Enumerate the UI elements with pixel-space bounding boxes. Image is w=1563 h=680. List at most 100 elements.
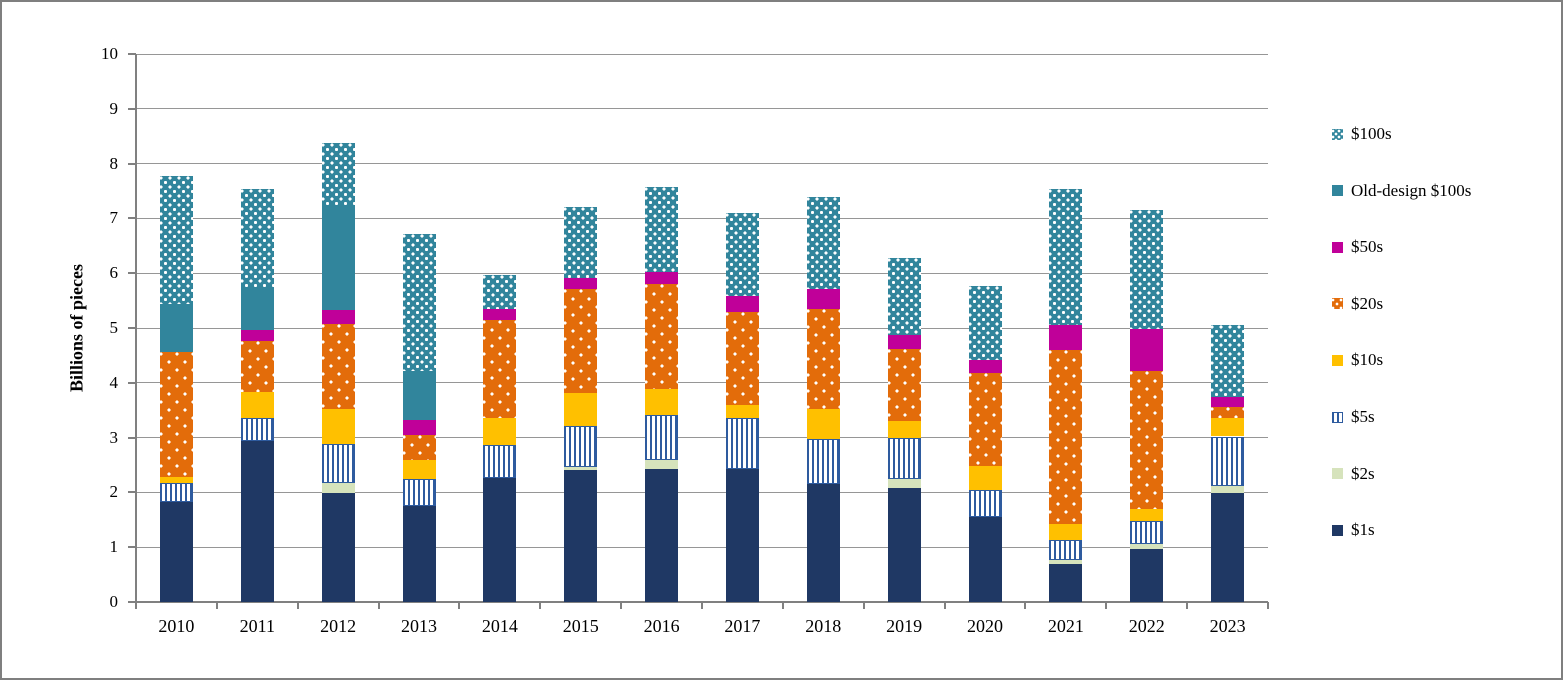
gridline [136, 491, 1268, 493]
bar-segment-2013-5s [402, 478, 436, 506]
bar-segment-2014-100s [483, 275, 517, 309]
legend-label: $2s [1351, 463, 1375, 483]
bar-segment-2023-10s [1211, 417, 1245, 437]
bar-segment-2014-20s [483, 320, 517, 418]
bar-segment-2023-5s [1211, 436, 1245, 487]
bar-segment-2011-100s [240, 188, 274, 288]
gridline [136, 163, 1268, 165]
bar-segment-2017-10s [725, 405, 759, 419]
bar-segment-2013-100s [402, 233, 436, 372]
bar-segment-2022-100s [1130, 210, 1164, 330]
gridline [136, 272, 1268, 274]
y-axis-tick-label: 8 [109, 153, 119, 173]
bar-segment-2018-50s [806, 289, 840, 309]
legend-item-1s: $1s [1332, 519, 1375, 541]
legend-label: $5s [1351, 407, 1375, 426]
gridline [136, 382, 1268, 384]
legend-swatch-icon [1332, 241, 1343, 253]
bar-segment-2021-2s [1049, 560, 1083, 564]
legend-swatch-icon [1332, 411, 1343, 423]
bar-segment-2015-100s [564, 206, 598, 279]
bar-segment-2016-100s [645, 187, 679, 272]
bar-segment-2013-50s [402, 420, 436, 436]
bar-segment-2023-100s [1211, 324, 1245, 398]
bar-segment-2010-1s [159, 501, 193, 602]
bar-segment-2015-20s [564, 288, 598, 393]
y-axis-tick [128, 436, 136, 439]
x-axis-label: 2013 [401, 616, 437, 636]
legend-item-50s: $50s [1332, 236, 1383, 258]
y-axis-line [135, 54, 137, 603]
x-axis-label: 2019 [886, 616, 923, 636]
bar-segment-2012-100s [321, 142, 355, 205]
bar-segment-2016-1s [645, 468, 679, 602]
bar-segment-2019-5s [887, 438, 921, 479]
bar-segment-2019-1s [887, 488, 921, 602]
bar-segment-2019-10s [887, 421, 921, 439]
x-axis-tick [377, 602, 380, 609]
legend-swatch-icon [1332, 128, 1343, 140]
bar-segment-2016-10s [645, 389, 679, 416]
bar-segment-2018-1s [806, 483, 840, 602]
bar-segment-2010-5s [159, 483, 193, 502]
x-axis-tick [296, 602, 299, 609]
y-axis-tick [128, 217, 136, 220]
y-axis-tick-label: 5 [109, 318, 119, 337]
x-axis-tick [1105, 602, 1108, 609]
bar-segment-2016-5s [645, 415, 679, 460]
bar-segment-2022-5s [1130, 521, 1164, 545]
bar-segment-2021-100s [1049, 188, 1083, 325]
x-axis-tick [862, 602, 865, 609]
bar-segment-2020-1s [968, 517, 1002, 602]
bar-segment-2015-10s [564, 392, 598, 426]
bar-segment-2014-10s [483, 417, 517, 445]
bar-segment-2015-50s [564, 278, 598, 289]
y-axis-tick-label: 7 [109, 208, 119, 228]
legend-label: $50s [1351, 237, 1384, 257]
y-axis-tick-label: 3 [109, 427, 119, 447]
legend-label: Old-design $100s [1351, 180, 1472, 200]
bar-segment-2021-10s [1049, 523, 1083, 540]
gridline [136, 217, 1268, 219]
bar-segment-2019-100s [887, 257, 921, 335]
legend-swatch-icon [1332, 185, 1343, 197]
bar-segment-2015-1s [564, 470, 598, 602]
x-axis-tick [215, 602, 218, 609]
y-axis-tick-label: 9 [109, 98, 119, 118]
bar-segment-2012-2s [321, 482, 355, 494]
legend: $100s Old-design $100s $50s $20s $10s $5s $2s $… [1332, 2, 1557, 678]
bar-segment-2020-50s [968, 359, 1002, 374]
bar-segment-2011-20s [240, 341, 274, 392]
bar-segment-2013-20s [402, 435, 436, 461]
bar-segment-2010-Olddesign100s [159, 304, 193, 352]
bar-segment-2017-1s [725, 468, 759, 602]
x-axis-label: 2010 [158, 616, 195, 636]
gridline [136, 546, 1268, 548]
bar-segment-2017-100s [725, 213, 759, 297]
bar-segment-2012-50s [321, 309, 355, 325]
x-axis-tick [701, 602, 703, 609]
bar-segment-2012-10s [321, 408, 355, 445]
bar-segment-2021-20s [1049, 350, 1083, 524]
legend-swatch-icon [1332, 468, 1343, 480]
bar-segment-2016-2s [645, 459, 679, 469]
bar-segment-2023-2s [1211, 486, 1245, 493]
legend-item-Olddesign100s: Old-design $100s [1332, 180, 1471, 202]
bar-segment-2023-20s [1211, 407, 1245, 418]
x-axis-label: 2015 [562, 616, 599, 636]
legend-label: $10s [1351, 350, 1384, 370]
bar-segment-2019-20s [887, 348, 921, 422]
x-axis-tick [943, 602, 946, 609]
y-axis-tick-label: 4 [109, 372, 119, 392]
y-axis-tick [128, 272, 136, 275]
gridline [136, 437, 1268, 439]
bar-segment-2015-2s [564, 467, 598, 471]
legend-label: $20s [1351, 293, 1384, 313]
bar-segment-2017-5s [725, 418, 759, 469]
bar-segment-2020-5s [968, 490, 1002, 518]
y-axis-tick [128, 162, 136, 165]
y-axis-tick-label: 6 [109, 263, 119, 283]
bar-segment-2022-20s [1130, 371, 1164, 509]
legend-item-100s: $100s [1332, 123, 1392, 145]
